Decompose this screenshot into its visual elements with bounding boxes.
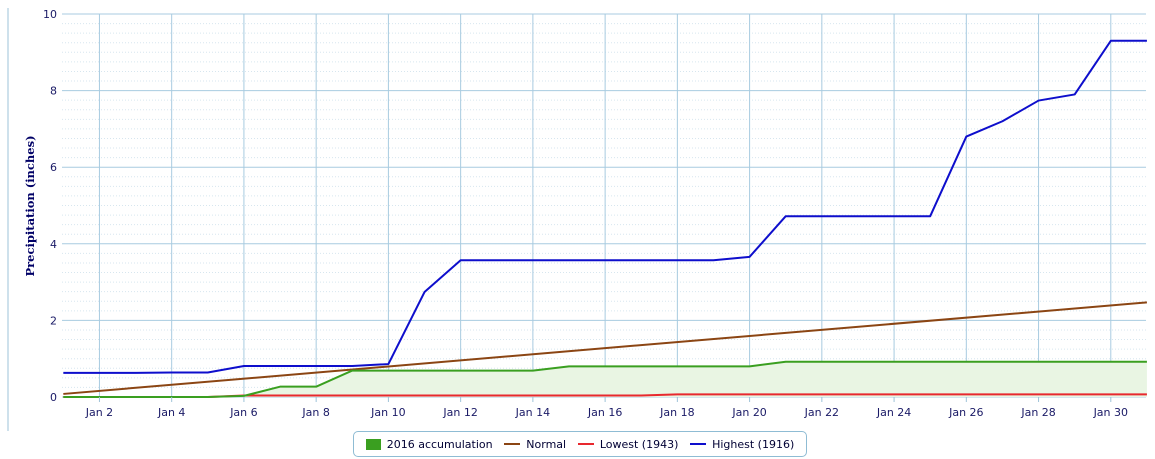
legend-label-normal: Normal	[526, 437, 567, 451]
legend-swatch-highest	[690, 443, 707, 445]
x-tick-label: Jan 10	[370, 406, 405, 419]
legend: 2016 accumulation Normal Lowest (1943) H…	[353, 431, 807, 457]
precipitation-chart: Jan 2 Jan 4 Jan 6 Jan 8 Jan 10 Jan 12 Jan 14 Ja…	[7, 8, 1148, 431]
legend-swatch-normal	[504, 443, 521, 445]
x-tick-label: Jan 4	[157, 406, 185, 419]
x-tick-label: Jan 6	[229, 406, 257, 419]
y-axis: 0 2 4 6 8 10	[43, 8, 57, 404]
x-tick-label: Jan 22	[804, 406, 839, 419]
y-tick-label: 0	[50, 391, 57, 404]
x-tick-label: Jan 16	[587, 406, 622, 419]
legend-item-highest[interactable]: Highest (1916)	[690, 438, 794, 451]
highest-1916-line	[63, 39, 1147, 374]
2016-accumulation-line	[63, 360, 1147, 398]
series-layer	[63, 39, 1148, 398]
x-tick-label: Jan 14	[515, 406, 550, 419]
x-tick-label: Jan 2	[85, 406, 113, 419]
legend-swatch-2016-accumulation	[365, 438, 381, 450]
legend-label-highest: Highest (1916)	[712, 437, 795, 451]
x-tick-label: Jan 24	[876, 406, 911, 419]
legend-item-2016-accumulation[interactable]: 2016 accumulation	[365, 437, 493, 451]
legend-swatch-lowest	[577, 443, 594, 445]
y-tick-label: 8	[50, 85, 57, 98]
legend-label-lowest: Lowest (1943)	[599, 437, 679, 451]
x-axis: Jan 2 Jan 4 Jan 6 Jan 8 Jan 10 Jan 12 Jan 14 Ja…	[85, 397, 1128, 419]
x-tick-label: Jan 28	[1020, 406, 1055, 419]
2016-accumulation-area	[63, 361, 1147, 397]
x-tick-label: Jan 18	[659, 406, 694, 419]
y-tick-label: 6	[50, 161, 57, 174]
y-tick-label: 10	[43, 8, 57, 21]
x-tick-label: Jan 30	[1093, 406, 1128, 419]
y-axis-title: Precipitation (inches)	[23, 135, 37, 276]
normal-line	[63, 301, 1148, 395]
legend-label-2016-accumulation: 2016 accumulation	[386, 437, 493, 451]
x-tick-label: Jan 8	[301, 406, 329, 419]
legend-item-lowest[interactable]: Lowest (1943)	[577, 437, 679, 451]
legend-item-normal[interactable]: Normal	[504, 438, 566, 451]
y-tick-label: 2	[50, 314, 57, 327]
x-tick-label: Jan 26	[948, 406, 983, 419]
x-tick-label: Jan 20	[731, 406, 766, 419]
y-tick-label: 4	[50, 238, 57, 251]
grid	[62, 13, 1146, 398]
x-tick-label: Jan 12	[442, 406, 477, 419]
